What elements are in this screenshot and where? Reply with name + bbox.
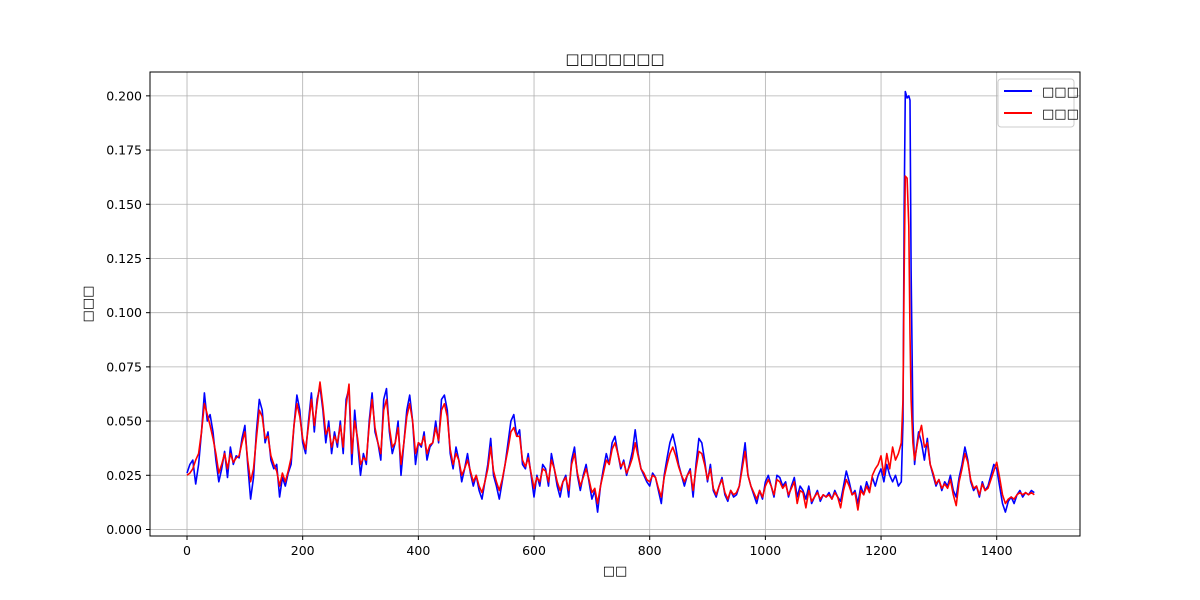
x-tick-label: 800: [638, 543, 662, 558]
x-axis-label: □□: [603, 564, 628, 579]
x-tick-label: 1000: [749, 543, 781, 558]
x-tick-label: 600: [522, 543, 546, 558]
y-tick-label: 0.200: [106, 88, 142, 103]
x-tick-label: 200: [291, 543, 315, 558]
y-tick-label: 0.050: [106, 414, 142, 429]
y-tick-label: 0.150: [106, 197, 142, 212]
x-tick-label: 1400: [981, 543, 1013, 558]
y-tick-label: 0.025: [106, 468, 142, 483]
x-tick-label: 400: [406, 543, 430, 558]
y-tick-label: 0.125: [106, 251, 142, 266]
legend-label-series-2: □□□: [1042, 107, 1079, 122]
series-line-2: [186, 175, 1035, 511]
axis-ticks: 0 200 400 600 800 1000 1200 1400 0.000 0.025 0.050…: [106, 88, 1012, 558]
legend: □□□ □□□: [997, 78, 1079, 128]
x-tick-label: 0: [183, 543, 191, 558]
chart-title: □□□□□□□: [565, 50, 664, 68]
y-tick-label: 0.000: [106, 522, 142, 537]
plot-frame: [149, 71, 1081, 537]
y-tick-label: 0.100: [106, 305, 142, 320]
grid: [150, 72, 1080, 536]
y-axis-label: □□□: [81, 286, 96, 323]
series-lines: [186, 90, 1035, 513]
legend-label-series-1: □□□: [1042, 85, 1079, 100]
y-tick-label: 0.075: [106, 359, 142, 374]
y-tick-label: 0.175: [106, 143, 142, 158]
x-tick-label: 1200: [865, 543, 897, 558]
